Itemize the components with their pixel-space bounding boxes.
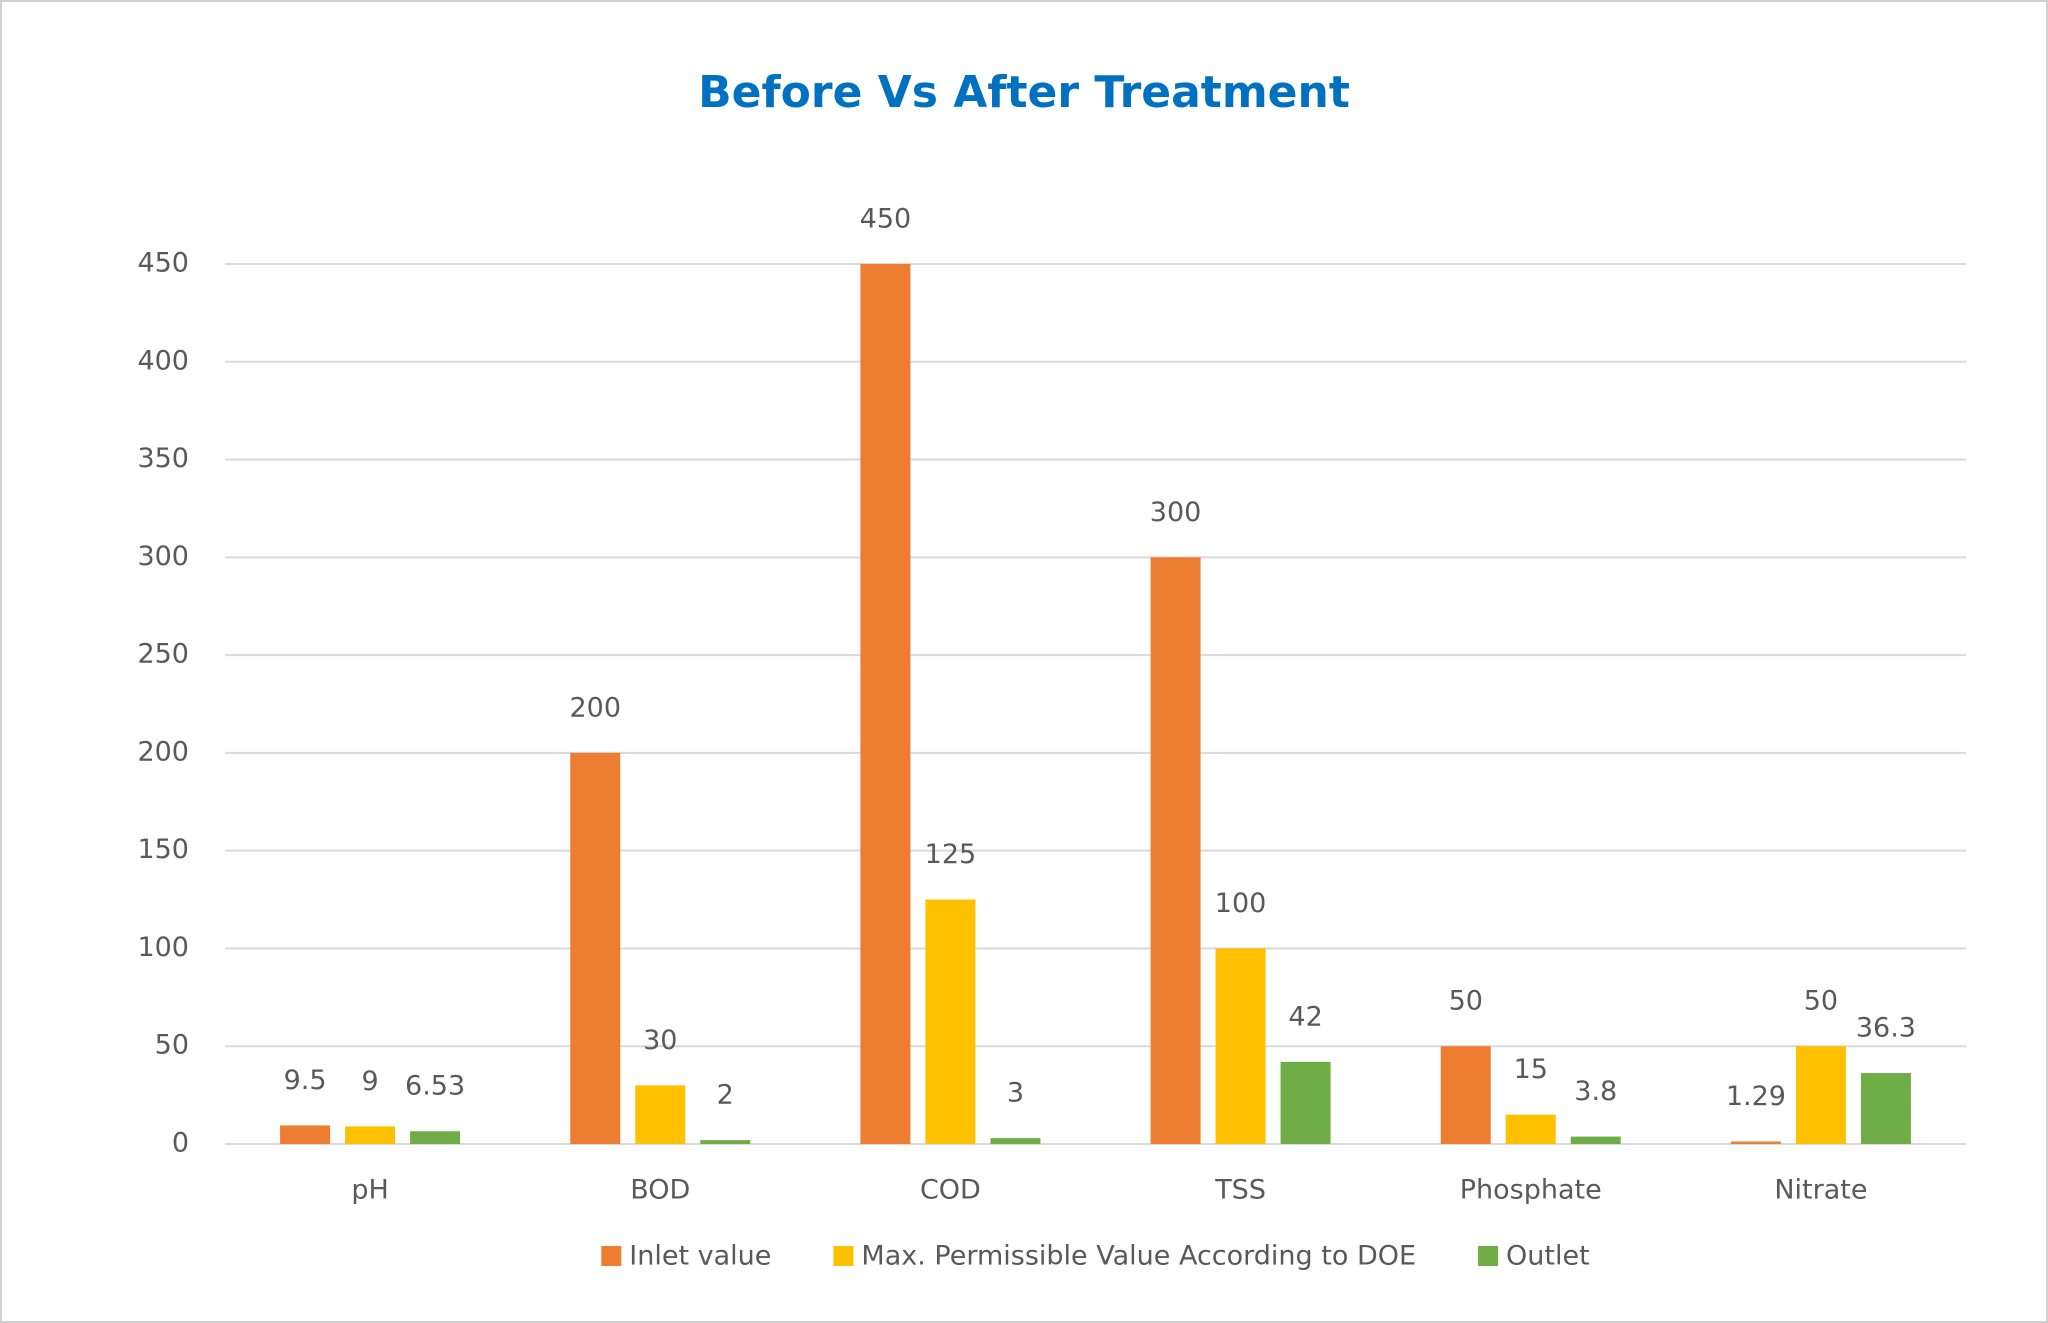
legend: Inlet value Max. Permissible Value Accord… <box>601 1241 1590 1272</box>
data-label: 36.3 <box>1856 1013 1916 1044</box>
chart-title: Before Vs After Treatment <box>698 67 1350 118</box>
data-label: 15 <box>1514 1054 1548 1085</box>
x-tick-label: Nitrate <box>1774 1175 1867 1206</box>
data-label: 50 <box>1449 986 1483 1017</box>
legend-swatch <box>1478 1246 1499 1266</box>
bar <box>1570 1136 1621 1144</box>
data-label: 9 <box>361 1066 378 1097</box>
x-tick-label: COD <box>920 1175 981 1206</box>
y-tick-label: 250 <box>137 639 189 670</box>
bar <box>1505 1114 1556 1144</box>
x-tick-label: BOD <box>630 1175 690 1206</box>
y-tick-label: 350 <box>137 443 189 474</box>
legend-label: Inlet value <box>629 1241 771 1272</box>
data-label: 3 <box>1007 1078 1024 1109</box>
bar <box>280 1125 331 1144</box>
data-label: 30 <box>643 1025 677 1056</box>
x-tick-label: Phosphate <box>1460 1175 1602 1206</box>
bar <box>990 1138 1041 1144</box>
data-label: 450 <box>860 204 912 235</box>
bar <box>1795 1046 1846 1144</box>
bar <box>410 1131 461 1144</box>
bar <box>345 1126 396 1144</box>
bar <box>1730 1141 1781 1144</box>
y-tick-label: 0 <box>172 1128 189 1159</box>
bar <box>860 264 911 1144</box>
bar <box>1860 1073 1911 1144</box>
bar <box>700 1140 751 1144</box>
data-label: 100 <box>1215 888 1267 919</box>
data-label: 1.29 <box>1726 1081 1786 1112</box>
data-label: 200 <box>569 692 621 723</box>
bar <box>1280 1061 1331 1144</box>
bar <box>635 1085 686 1144</box>
bar <box>1215 948 1266 1144</box>
bar <box>1440 1046 1491 1144</box>
x-tick-label: pH <box>351 1175 388 1206</box>
x-tick-label: TSS <box>1214 1175 1266 1206</box>
y-tick-label: 400 <box>137 345 189 376</box>
legend-label: Max. Permissible Value According to DOE <box>861 1241 1416 1272</box>
data-label: 300 <box>1150 497 1202 528</box>
data-label: 3.8 <box>1574 1076 1617 1107</box>
y-tick-label: 50 <box>155 1030 189 1061</box>
bar <box>925 899 976 1144</box>
bar <box>1150 557 1201 1144</box>
data-label: 42 <box>1288 1001 1322 1032</box>
data-label: 2 <box>717 1080 734 1111</box>
data-label: 6.53 <box>405 1071 465 1102</box>
y-tick-label: 200 <box>137 736 189 767</box>
legend-swatch <box>833 1246 854 1266</box>
y-tick-label: 100 <box>137 932 189 963</box>
y-tick-label: 450 <box>137 248 189 279</box>
data-label: 9.5 <box>284 1065 327 1096</box>
data-label: 125 <box>925 839 977 870</box>
bar <box>570 752 621 1144</box>
legend-label: Outlet <box>1506 1241 1590 1272</box>
y-tick-label: 300 <box>137 541 189 572</box>
legend-swatch <box>601 1246 622 1266</box>
y-tick-label: 150 <box>137 834 189 865</box>
data-label: 50 <box>1804 986 1838 1017</box>
